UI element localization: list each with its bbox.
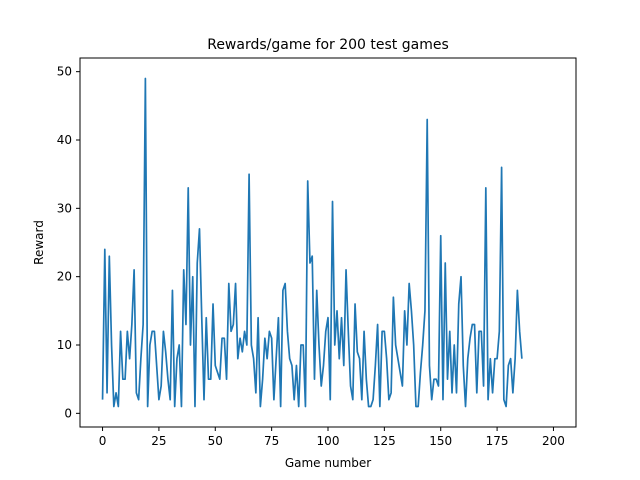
y-tick-label: 0 [64,406,72,420]
chart-title: Rewards/game for 200 test games [207,37,449,53]
y-tick-label: 40 [57,133,72,147]
x-axis-label: Game number [285,456,371,470]
x-tick-label: 150 [429,434,452,448]
x-tick-label: 25 [151,434,166,448]
x-tick-label: 75 [264,434,279,448]
x-tick-label: 125 [373,434,396,448]
y-tick-label: 50 [57,65,72,79]
x-tick-label: 0 [99,434,107,448]
x-tick-label: 175 [486,434,509,448]
plot-layer [101,77,523,408]
y-tick-label: 10 [57,338,72,352]
y-tick-label: 30 [57,201,72,215]
ticks-layer: 0 25 50 75 100 125 150 175 200 0 10 20 30 40 50 [57,65,565,448]
x-tick-label: 50 [208,434,223,448]
y-axis-label: Reward [32,220,46,265]
x-tick-label: 100 [317,434,340,448]
x-tick-label: 200 [542,434,565,448]
y-tick-label: 20 [57,270,72,284]
series-line-0 [101,77,523,408]
